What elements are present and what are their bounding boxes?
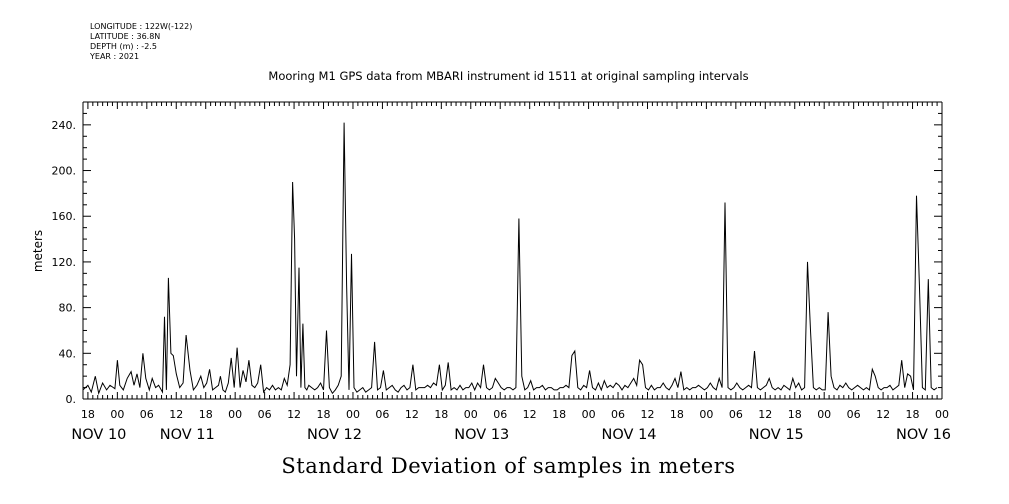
y-tick-label: 160. bbox=[52, 210, 77, 223]
x-tick-label: 06 bbox=[493, 408, 507, 421]
x-day-label: NOV 15 bbox=[749, 427, 804, 443]
x-day-label: NOV 14 bbox=[602, 427, 657, 443]
y-tick-label: 200. bbox=[52, 165, 77, 178]
x-tick-label: 00 bbox=[110, 408, 124, 421]
x-day-label: NOV 10 bbox=[71, 427, 126, 443]
x-tick-label: 00 bbox=[228, 408, 242, 421]
x-day-label: NOV 13 bbox=[454, 427, 509, 443]
y-tick-label: 240. bbox=[52, 119, 77, 132]
chart-title: Mooring M1 GPS data from MBARI instrumen… bbox=[268, 69, 749, 83]
x-tick-label: 18 bbox=[199, 408, 213, 421]
y-tick-label: 40. bbox=[59, 347, 77, 360]
latitude-label: LATITUDE : 36.8N bbox=[90, 32, 161, 41]
x-tick-label: 00 bbox=[817, 408, 831, 421]
x-axis: 18 00 06 12 18 00 06 12 18 00 06 12 18 00 06 12 18 00 06 12… bbox=[71, 102, 951, 443]
x-tick-label: 12 bbox=[523, 408, 537, 421]
x-tick-label: 12 bbox=[876, 408, 890, 421]
x-tick-label: 00 bbox=[699, 408, 713, 421]
x-tick-label: 18 bbox=[81, 408, 95, 421]
x-tick-label: 00 bbox=[346, 408, 360, 421]
x-tick-label: 00 bbox=[464, 408, 478, 421]
plot-frame bbox=[82, 101, 943, 400]
x-tick-label: 18 bbox=[552, 408, 566, 421]
x-tick-label: 00 bbox=[935, 408, 949, 421]
y-tick-label: 120. bbox=[52, 256, 77, 269]
x-tick-label: 12 bbox=[405, 408, 419, 421]
x-tick-label: 18 bbox=[670, 408, 684, 421]
x-tick-label: 18 bbox=[906, 408, 920, 421]
y-tick-label: 0. bbox=[66, 393, 77, 406]
x-tick-label: 18 bbox=[788, 408, 802, 421]
x-tick-label: 00 bbox=[582, 408, 596, 421]
x-day-label: NOV 16 bbox=[896, 427, 951, 443]
x-tick-label: 06 bbox=[375, 408, 389, 421]
x-tick-label: 12 bbox=[287, 408, 301, 421]
y-axis: 0. 40. 80. 120. 160. 200. 240. bbox=[52, 101, 942, 406]
x-tick-label: 12 bbox=[640, 408, 654, 421]
x-tick-label: 18 bbox=[317, 408, 331, 421]
x-tick-label: 06 bbox=[140, 408, 154, 421]
longitude-label: LONGITUDE : 122W(-122) bbox=[90, 22, 193, 31]
series-line-std-dev bbox=[82, 122, 938, 396]
y-tick-label: 80. bbox=[59, 302, 77, 315]
x-tick-label: 12 bbox=[758, 408, 772, 421]
chart-footer: Standard Deviation of samples in meters bbox=[281, 454, 736, 478]
y-axis-label: meters bbox=[31, 230, 45, 272]
x-tick-label: 06 bbox=[611, 408, 625, 421]
series-layer bbox=[82, 122, 938, 396]
metadata-block: LONGITUDE : 122W(-122) LATITUDE : 36.8N … bbox=[90, 22, 192, 62]
x-tick-label: 06 bbox=[729, 408, 743, 421]
year-label: YEAR : 2021 bbox=[90, 52, 140, 61]
x-tick-label: 18 bbox=[434, 408, 448, 421]
depth-label: DEPTH (m) : -2.5 bbox=[90, 42, 157, 51]
x-day-label: NOV 12 bbox=[307, 427, 362, 443]
x-tick-label: 06 bbox=[258, 408, 272, 421]
x-tick-label: 12 bbox=[169, 408, 183, 421]
x-tick-label: 06 bbox=[847, 408, 861, 421]
x-day-label: NOV 11 bbox=[160, 427, 215, 443]
